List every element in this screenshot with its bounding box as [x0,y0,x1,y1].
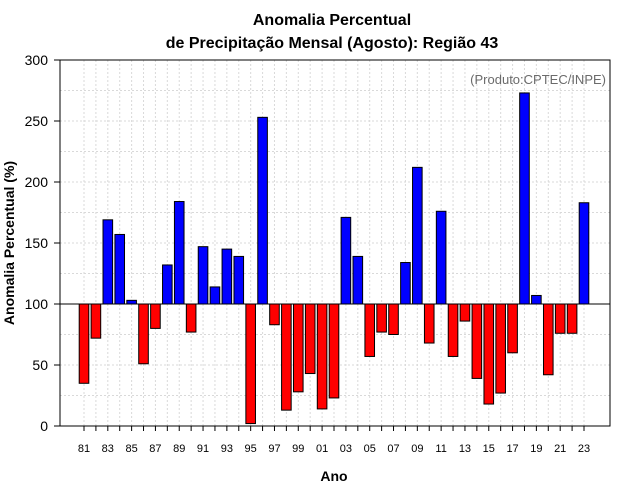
chart-title-line1: Anomalia Percentual [253,12,411,29]
chart-title-line2: de Precipitação Mensal (Agosto): Região … [166,35,499,52]
bar-15 [483,303,495,405]
bars [78,92,590,425]
bar-01 [316,303,328,410]
y-tick-label: 50 [32,357,48,373]
bar-09 [412,166,423,305]
x-tick-label: 95 [245,443,257,455]
bar-94 [233,255,245,305]
bar-85 [126,299,137,305]
bar-96 [257,116,268,305]
x-tick-label: 23 [578,443,590,455]
x-tick-label: 17 [506,443,518,455]
credit-text: (Produto:CPTEC/INPE) [470,72,606,87]
bar-20 [542,303,554,376]
x-tick-label: 21 [554,443,566,455]
bar-90 [185,303,197,333]
x-tick-label: 93 [221,443,233,455]
bar-23 [578,202,590,305]
bar-83 [102,219,114,305]
x-tick-label: 87 [149,443,161,455]
x-tick-label: 09 [411,443,423,455]
x-tick-label: 03 [340,443,352,455]
y-tick-label: 100 [25,296,49,312]
bar-98 [281,303,292,411]
bar-12 [447,303,459,357]
x-tick-label: 05 [364,443,376,455]
y-tick-label: 200 [25,174,49,190]
x-tick-label: 83 [102,443,114,455]
x-tick-label: 13 [459,443,471,455]
x-axis: 81 83 85 87 89 91 93 95 97 99 01 03 05 07 09 11 13 15 17 19… [78,426,590,455]
bar-18 [519,92,530,305]
bar-08 [400,262,411,305]
bar-93 [221,248,233,305]
x-tick-label: 91 [197,443,209,455]
bar-05 [364,303,376,357]
bar-03 [340,216,352,305]
bar-89 [173,201,185,305]
bar-92 [209,286,221,305]
bar-10 [423,303,435,344]
y-tick-label: 150 [25,235,49,251]
bar-95 [245,303,256,425]
x-tick-label: 11 [435,443,446,455]
x-tick-label: 07 [387,443,399,455]
y-tick-label: 300 [25,52,49,68]
bar-81 [78,303,90,384]
bar-91 [197,246,209,305]
bar-84 [114,233,126,305]
bar-11 [435,210,447,305]
x-axis-label: Ano [320,468,347,484]
y-tick-label: 250 [25,113,49,129]
x-tick-label: 99 [292,443,304,455]
y-axis-label: Anomalia Percentual (%) [1,161,17,325]
bar-14 [471,303,483,379]
bar-21 [554,303,566,334]
bar-17 [507,303,518,354]
bar-02 [328,303,340,399]
x-tick-label: 81 [78,443,90,455]
y-tick-label: 0 [40,418,48,434]
bar-00 [304,303,316,375]
bar-86 [138,303,149,365]
x-tick-label: 85 [125,443,137,455]
bar-07 [388,303,399,335]
bar-04 [352,255,364,305]
bar-87 [150,303,161,329]
bar-88 [162,264,173,305]
x-tick-label: 15 [483,443,495,455]
x-tick-label: 89 [173,443,185,455]
bar-16 [495,303,506,394]
bar-97 [269,303,280,326]
bar-82 [90,303,102,339]
bar-99 [292,303,304,393]
y-axis: 0 50 100 150 200 250 300 [25,52,60,434]
bar-22 [566,303,578,334]
x-tick-label: 19 [530,443,542,455]
bar-06 [376,303,387,333]
bar-19 [531,294,542,305]
x-tick-label: 97 [268,443,280,455]
x-tick-label: 01 [316,443,328,455]
bar-13 [459,303,471,322]
